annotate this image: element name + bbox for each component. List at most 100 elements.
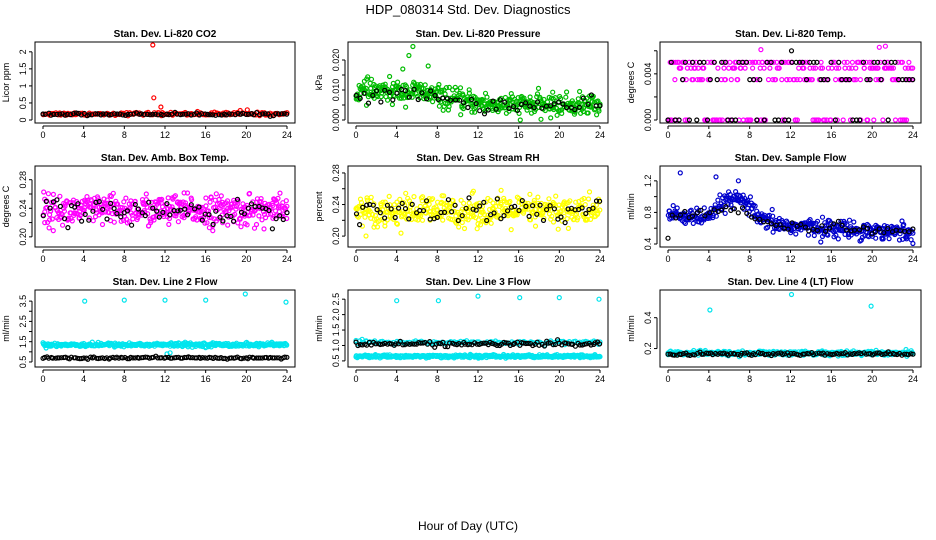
data-point — [494, 196, 500, 202]
data-point — [411, 194, 417, 200]
data-point — [753, 59, 759, 65]
data-point — [858, 351, 864, 357]
data-point — [273, 216, 279, 222]
data-point — [523, 203, 529, 209]
data-point — [208, 215, 214, 221]
data-point — [514, 107, 521, 114]
data-point — [213, 208, 219, 214]
data-point — [906, 229, 912, 235]
data-point — [517, 295, 523, 301]
data-point — [219, 112, 225, 118]
data-point — [785, 226, 791, 232]
data-point — [284, 111, 290, 117]
data-point — [901, 222, 907, 228]
data-point — [281, 111, 287, 117]
data-point — [665, 117, 671, 123]
data-point — [357, 342, 363, 348]
x-tick-label: 0 — [665, 374, 670, 384]
data-point — [788, 48, 795, 54]
x-tick-label: 16 — [201, 374, 211, 384]
data-point — [819, 65, 826, 71]
data-point — [905, 352, 911, 358]
y-tick-label: 2.0 — [331, 308, 341, 321]
data-point — [155, 112, 161, 118]
data-point — [688, 207, 694, 213]
series-black — [665, 349, 916, 359]
data-point — [494, 342, 500, 348]
data-point — [403, 104, 409, 110]
data-point — [735, 210, 741, 216]
data-point — [529, 203, 536, 209]
data-point — [733, 59, 739, 65]
data-point — [806, 351, 812, 357]
data-point — [162, 297, 168, 303]
data-point — [171, 194, 177, 200]
data-point — [732, 117, 739, 123]
data-point — [477, 108, 483, 114]
data-point — [535, 85, 542, 92]
y-tick-label: 2.5 — [331, 293, 341, 306]
data-point — [393, 341, 399, 347]
data-point — [519, 198, 525, 204]
data-point — [446, 103, 452, 110]
x-tick-label: 24 — [595, 130, 605, 140]
data-point — [47, 205, 53, 211]
data-point — [690, 220, 696, 226]
panel-title: Stan. Dev. Line 2 Flow — [113, 277, 218, 288]
series-black — [353, 86, 603, 117]
data-point — [502, 94, 508, 101]
data-point — [872, 229, 879, 235]
data-point — [208, 194, 214, 201]
data-point — [713, 174, 719, 180]
data-point — [689, 213, 696, 219]
data-point — [677, 212, 684, 218]
data-point — [122, 354, 128, 361]
x-tick-label: 4 — [706, 374, 711, 384]
y-axis-label: ml/min — [626, 315, 636, 342]
data-point — [166, 221, 172, 227]
data-point — [411, 341, 417, 347]
data-point — [856, 227, 863, 233]
data-point — [498, 216, 504, 222]
data-point — [72, 204, 78, 210]
data-point — [467, 341, 473, 347]
data-point — [172, 193, 178, 199]
x-tick-label: 24 — [595, 374, 605, 384]
data-point — [357, 95, 363, 102]
data-point — [701, 205, 707, 211]
series-main — [353, 43, 603, 123]
data-point — [199, 355, 206, 361]
series-black — [665, 204, 916, 241]
data-point — [104, 197, 110, 203]
data-point — [692, 65, 698, 71]
x-tick-label: 8 — [747, 374, 752, 384]
data-point — [565, 225, 572, 231]
data-point — [41, 189, 47, 195]
panel-2: Stan. Dev. Li-820 Pressure kPa 0 4 8 12 16 20 24… — [314, 29, 609, 140]
y-axis-label: percent — [314, 191, 324, 222]
data-point — [392, 214, 398, 221]
data-point — [456, 224, 462, 230]
data-point — [711, 59, 717, 65]
data-point — [382, 340, 388, 346]
data-point — [768, 221, 775, 227]
x-tick-label: 24 — [282, 254, 292, 264]
data-point — [527, 191, 533, 197]
data-point — [241, 211, 247, 217]
data-point — [90, 218, 96, 224]
data-point — [828, 59, 834, 65]
data-point — [382, 87, 388, 93]
data-point — [259, 205, 266, 211]
data-point — [65, 225, 71, 231]
data-point — [534, 211, 540, 217]
data-point — [207, 199, 213, 205]
data-point — [120, 112, 126, 118]
data-point — [228, 213, 234, 219]
data-point — [461, 100, 467, 106]
data-point — [370, 92, 376, 99]
data-point — [100, 206, 106, 212]
data-point — [470, 188, 476, 194]
data-point — [127, 205, 133, 211]
data-point — [699, 76, 706, 83]
data-point — [592, 106, 598, 112]
